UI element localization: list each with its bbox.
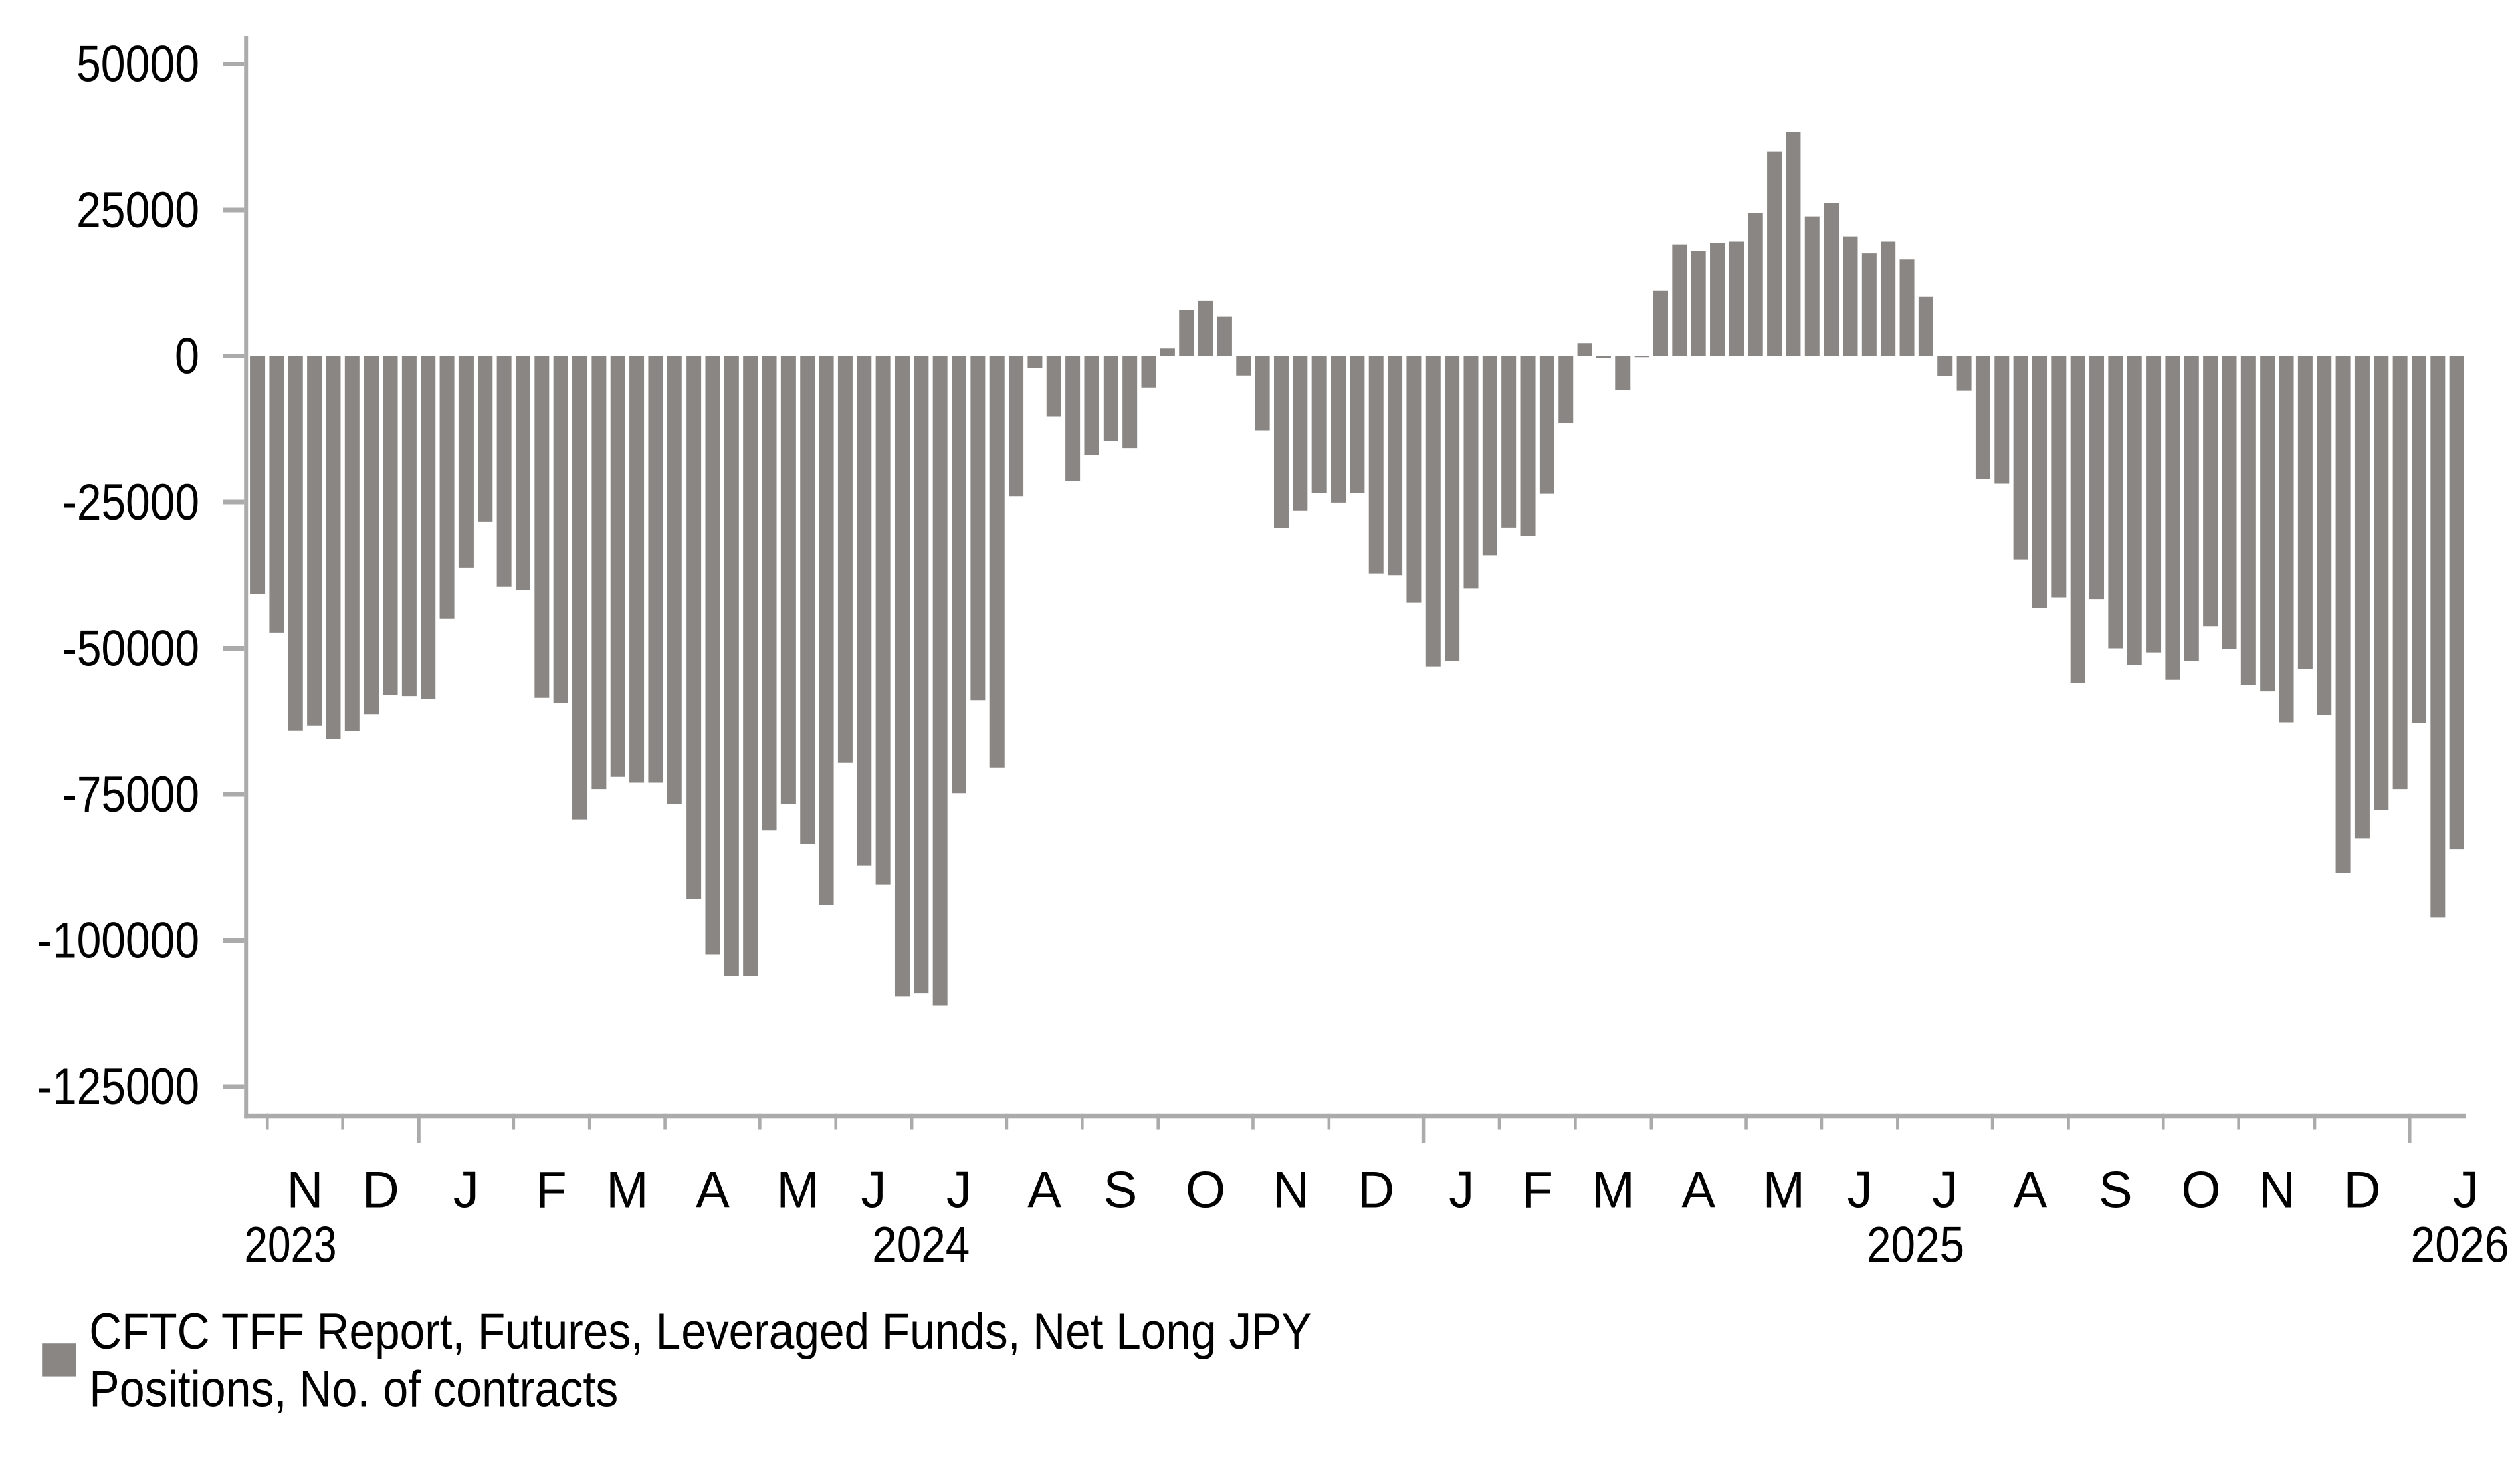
svg-text:M: M <box>606 1162 648 1219</box>
svg-text:J: J <box>1449 1162 1474 1219</box>
svg-text:-100000: -100000 <box>37 913 199 970</box>
svg-text:J: J <box>1932 1162 1958 1219</box>
svg-text:J: J <box>453 1162 479 1219</box>
svg-text:D: D <box>1358 1162 1394 1219</box>
svg-text:N: N <box>1273 1162 1309 1219</box>
svg-text:-50000: -50000 <box>62 620 199 677</box>
svg-text:50000: 50000 <box>76 36 199 93</box>
svg-text:M: M <box>776 1162 819 1219</box>
svg-text:2026: 2026 <box>2411 1217 2509 1274</box>
svg-text:-125000: -125000 <box>37 1058 199 1115</box>
svg-text:M: M <box>1592 1162 1634 1219</box>
svg-text:A: A <box>696 1162 730 1219</box>
svg-text:N: N <box>287 1162 324 1219</box>
svg-text:S: S <box>1104 1162 1138 1219</box>
svg-text:25000: 25000 <box>76 182 199 239</box>
svg-text:A: A <box>1681 1162 1715 1219</box>
svg-text:F: F <box>1521 1162 1552 1219</box>
svg-text:2024: 2024 <box>872 1217 970 1274</box>
svg-text:-25000: -25000 <box>62 474 199 531</box>
svg-text:D: D <box>2343 1162 2380 1219</box>
svg-text:A: A <box>1027 1162 1061 1219</box>
svg-text:J: J <box>946 1162 972 1219</box>
svg-text:Positions, No. of contracts: Positions, No. of contracts <box>89 1361 618 1418</box>
svg-text:O: O <box>1186 1162 1225 1219</box>
svg-text:M: M <box>1763 1162 1805 1219</box>
svg-text:D: D <box>362 1162 399 1219</box>
svg-text:J: J <box>861 1162 886 1219</box>
svg-text:F: F <box>536 1162 566 1219</box>
svg-text:-75000: -75000 <box>62 766 199 823</box>
svg-text:N: N <box>2259 1162 2295 1219</box>
svg-text:J: J <box>2453 1162 2479 1219</box>
svg-text:0: 0 <box>175 328 199 385</box>
svg-text:2025: 2025 <box>1867 1217 1964 1274</box>
svg-text:A: A <box>2013 1162 2047 1219</box>
svg-text:CFTC TFF Report, Futures, Leve: CFTC TFF Report, Futures, Leveraged Fund… <box>89 1303 1311 1360</box>
svg-text:J: J <box>1847 1162 1873 1219</box>
svg-text:2023: 2023 <box>245 1217 337 1274</box>
svg-text:S: S <box>2099 1162 2133 1219</box>
svg-text:O: O <box>2181 1162 2220 1219</box>
